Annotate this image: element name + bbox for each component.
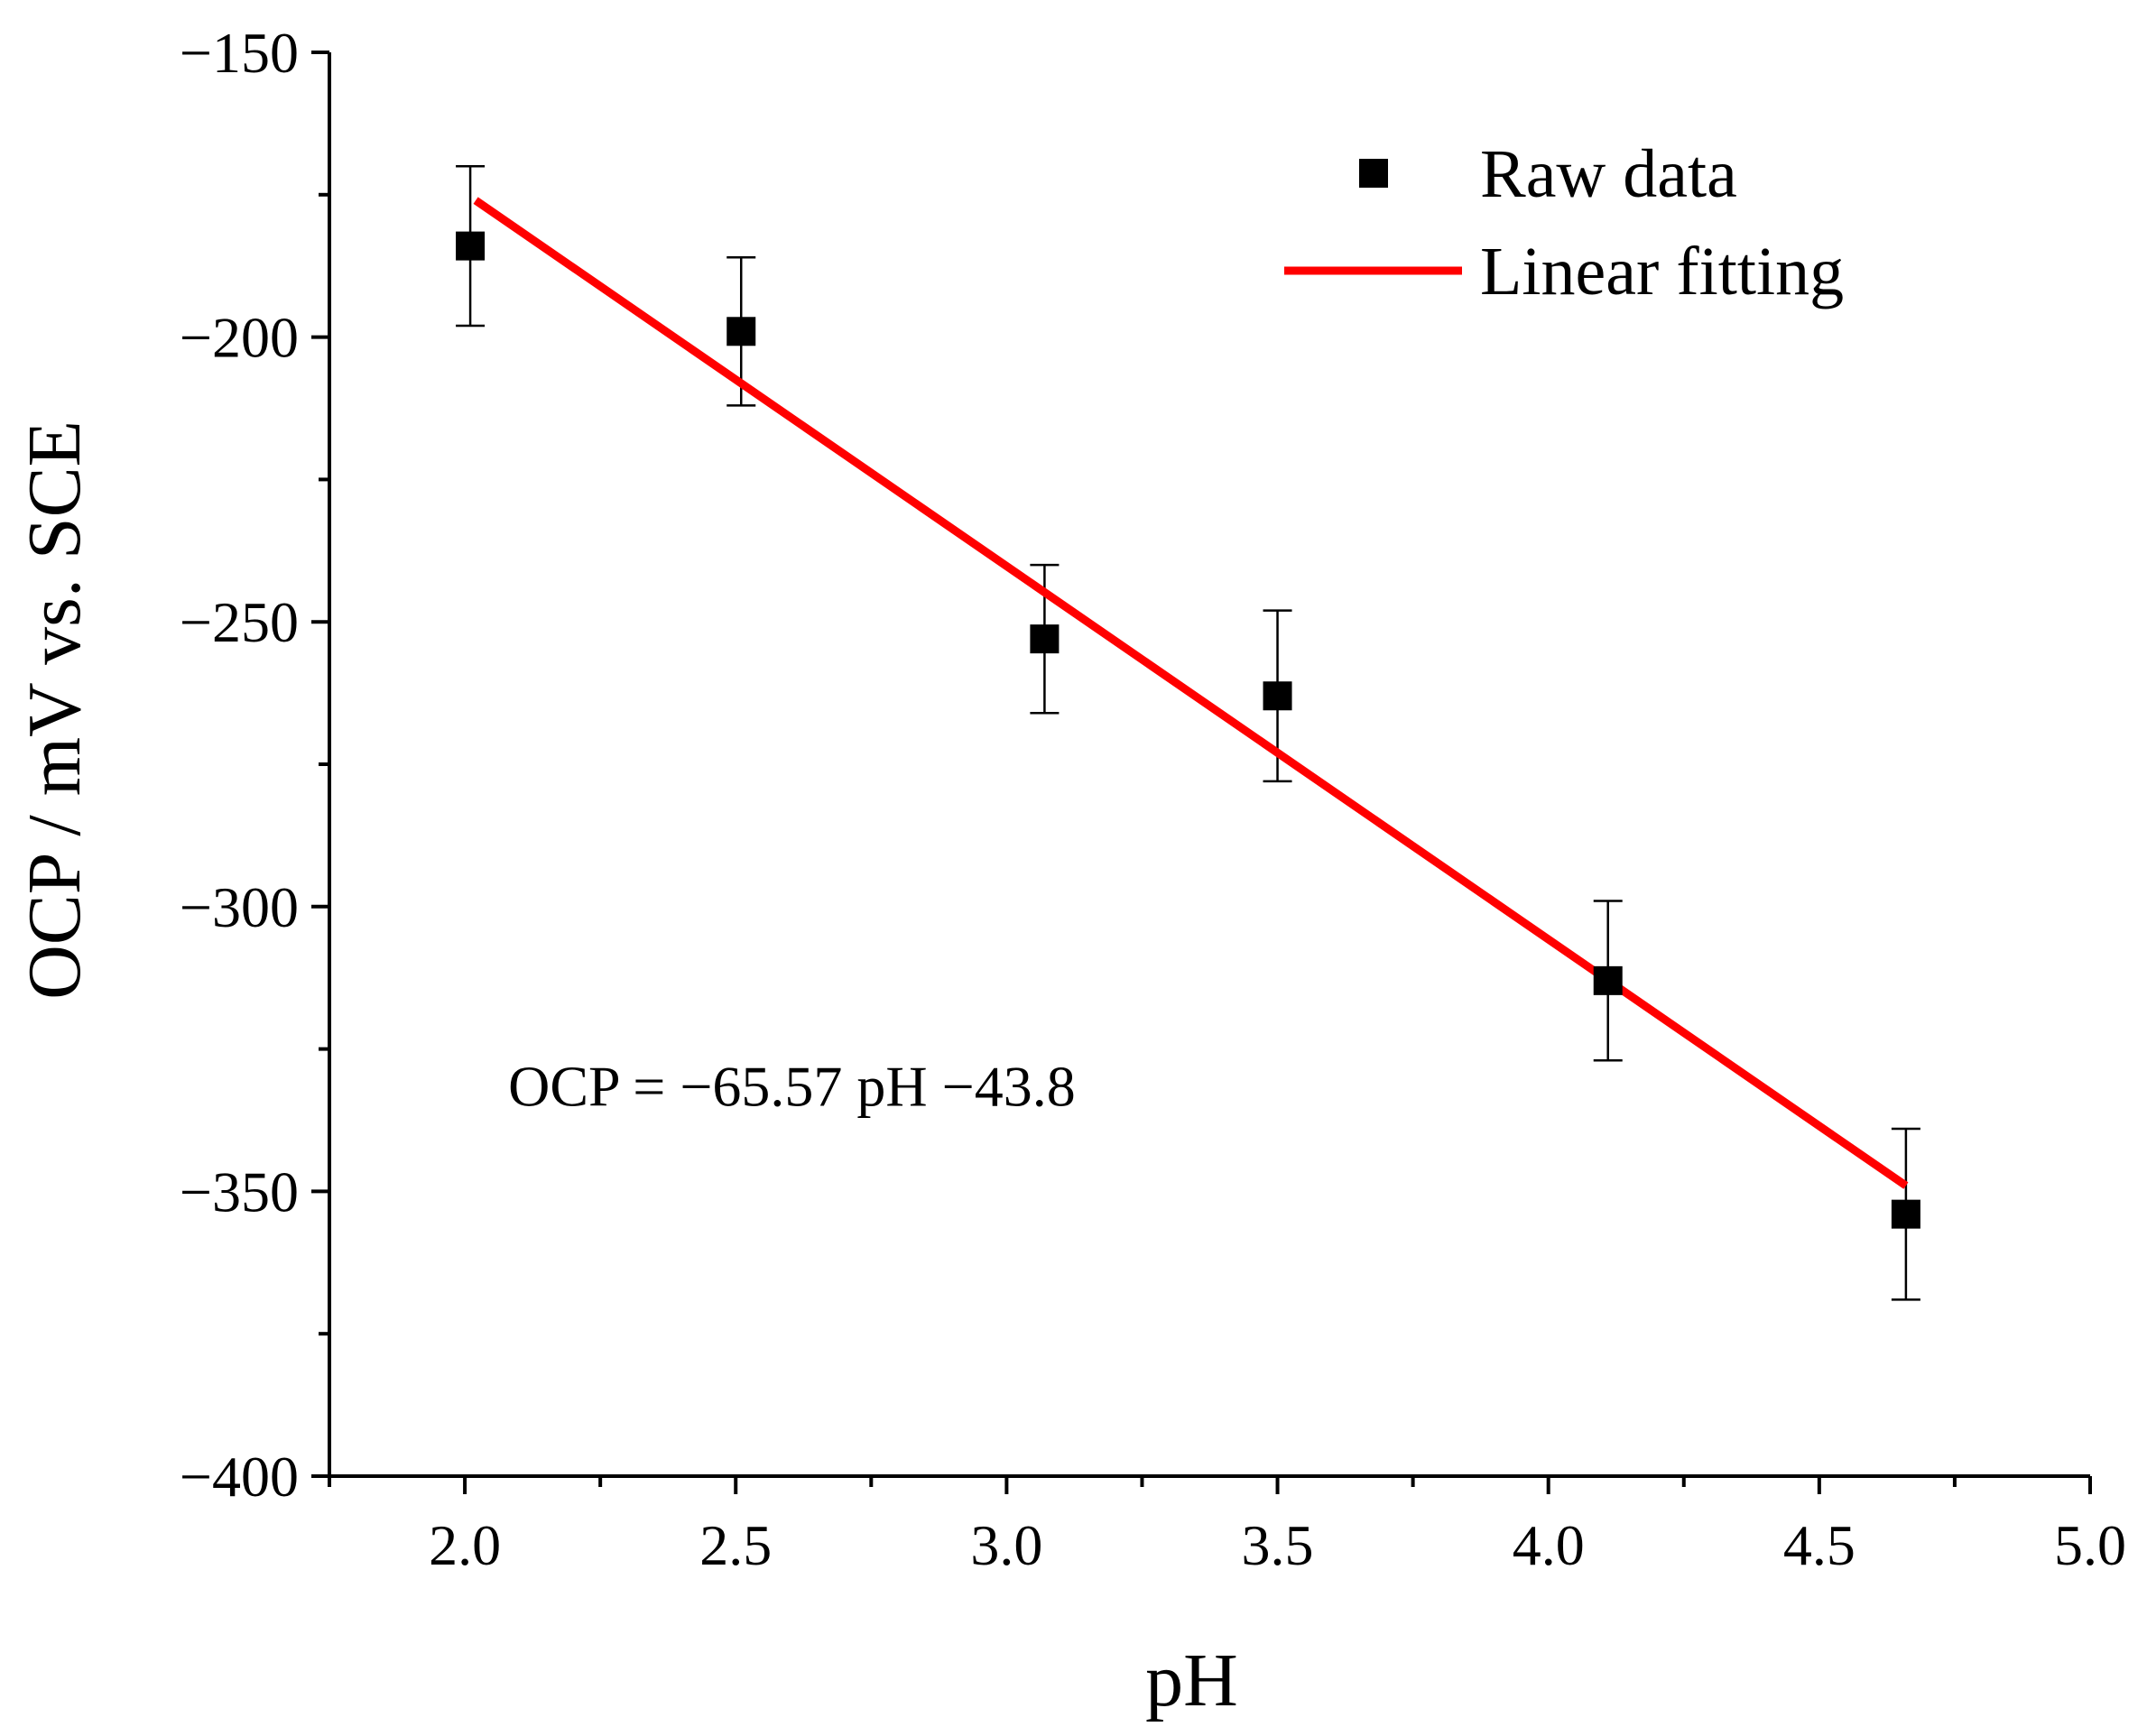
- x-tick-label: 5.0: [2054, 1513, 2126, 1577]
- legend-label-linear-fitting: Linear fitting: [1480, 234, 1844, 309]
- legend-marker-raw-data: [1359, 159, 1388, 188]
- y-tick-label: −400: [180, 1445, 299, 1509]
- fit-line-group: [473, 197, 1909, 1189]
- x-tick-label: 2.0: [429, 1513, 501, 1577]
- ticks: 2.0 2.5 3.0 3.5 4.0 4.5 5.0 −150 −200 −250 −300 −35…: [180, 21, 2126, 1577]
- data-point: [456, 231, 486, 261]
- fit-line: [473, 197, 1909, 1189]
- data-point: [726, 317, 756, 346]
- data-point: [1593, 965, 1623, 995]
- data-point: [1891, 1199, 1920, 1229]
- data-point: [1030, 624, 1060, 654]
- x-tick-label: 4.0: [1513, 1513, 1585, 1577]
- x-tick-label: 4.5: [1783, 1513, 1855, 1577]
- x-tick-label: 2.5: [699, 1513, 772, 1577]
- legend-label-raw-data: Raw data: [1480, 136, 1737, 212]
- y-tick-label: −250: [180, 590, 299, 654]
- data-point: [1263, 681, 1292, 711]
- y-tick-label: −150: [180, 21, 299, 85]
- y-axis-title: OCP / mV vs. SCE: [13, 420, 97, 1000]
- y-tick-label: −200: [180, 306, 299, 370]
- x-tick-label: 3.5: [1242, 1513, 1314, 1577]
- y-tick-label: −350: [180, 1159, 299, 1224]
- legend: Raw data Linear fitting: [1284, 136, 1844, 309]
- labels: pH OCP / mV vs. SCE OCP = −65.57 pH −43.8: [13, 420, 1238, 1722]
- x-axis-title: pH: [1145, 1639, 1238, 1722]
- x-tick-label: 3.0: [970, 1513, 1042, 1577]
- y-tick-label: −300: [180, 875, 299, 939]
- equation-annotation: OCP = −65.57 pH −43.8: [508, 1055, 1076, 1119]
- data-points: [456, 231, 1920, 1229]
